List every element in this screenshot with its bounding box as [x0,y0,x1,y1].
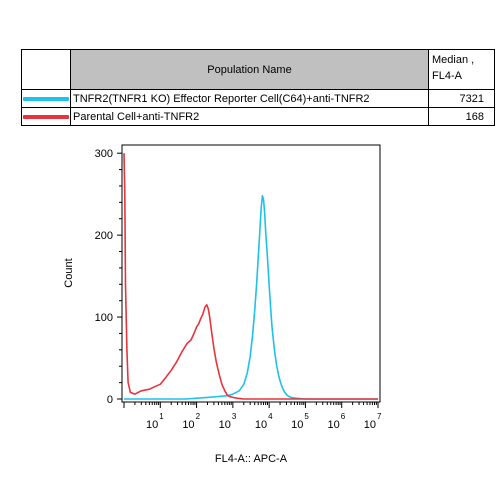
x-tick-label-base: 10 [327,419,339,431]
legend-swatch-effector [23,96,69,101]
x-tick-label-base: 10 [182,419,194,431]
x-tick-label-exponent: 5 [304,412,309,421]
y-tick-label: 0 [107,394,113,406]
y-tick-label: 300 [95,148,113,160]
x-tick-label-base: 10 [146,419,158,431]
legend-header-swatch-cell [21,49,71,90]
x-tick-label-exponent: 2 [196,412,201,421]
population-legend-table: Population Name Median , FL4-A TNFR2(TNF… [21,49,495,126]
legend-swatch-parental [23,114,69,119]
plot-series-group [123,153,378,400]
legend-row-effector: TNFR2(TNFR1 KO) Effector Reporter Cell(C… [21,89,495,108]
legend-header-median-line2: FL4-A [432,70,462,82]
y-tick-label: 100 [95,312,113,324]
x-tick-label-base: 10 [219,419,231,431]
legend-row-median: 168 [428,107,495,126]
legend-row-name: Parental Cell+anti-TNFR2 [70,107,429,126]
x-tick-label-base: 10 [255,419,267,431]
legend-header-median: Median , FL4-A [428,49,495,90]
y-axis: 0 100 200 300 [95,148,122,406]
x-tick-label-exponent: 6 [341,412,346,421]
x-axis-title: FL4-A:: APC-A [215,453,288,465]
series-line-parental [123,153,378,400]
plot-frame [121,144,381,403]
legend-header-median-line1: Median , [432,54,475,66]
x-tick-label-base: 10 [291,419,303,431]
x-tick-label-base: 10 [364,419,376,431]
y-axis-title: Count [63,258,75,287]
x-tick-label-exponent: 1 [159,412,164,421]
x-tick-label-exponent: 3 [232,412,237,421]
legend-row-parental: Parental Cell+anti-TNFR2 168 [21,107,495,126]
y-tick-label: 200 [95,230,113,242]
legend-row-median: 7321 [428,89,495,108]
legend-row-name: TNFR2(TNFR1 KO) Effector Reporter Cell(C… [70,89,429,108]
series-line-effector [124,195,378,400]
x-tick-label-exponent: 4 [268,412,273,421]
x-tick-label-exponent: 7 [377,412,382,421]
